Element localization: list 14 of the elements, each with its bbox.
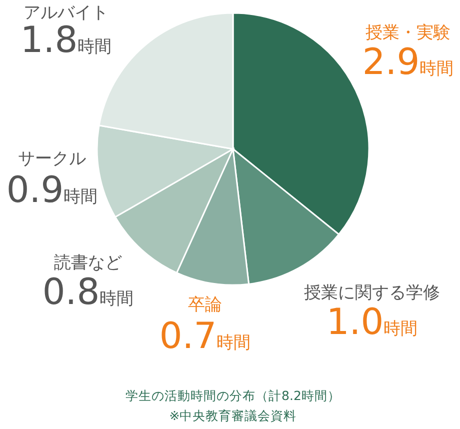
- slice-label: 授業・実験: [366, 23, 450, 43]
- text: ※中央教育審議会資料: [169, 408, 297, 423]
- data-label: 1.0時間: [326, 302, 418, 343]
- data-label: 0.7時間: [159, 316, 251, 357]
- data-label: 2.9時間: [362, 42, 454, 83]
- data-label: 0.9時間: [6, 170, 98, 211]
- data-label: 1.8時間: [20, 20, 112, 61]
- text: 学生の活動時間の分布（計8.2時間）: [126, 388, 340, 403]
- slice-label: 卒論: [188, 295, 222, 315]
- slice-label: サークル: [18, 149, 86, 169]
- slice-label: 授業に関する学修: [304, 283, 440, 303]
- slice-label: 読書など: [54, 253, 122, 273]
- slice-label: アルバイト: [24, 3, 108, 23]
- data-label: 0.8時間: [42, 272, 134, 313]
